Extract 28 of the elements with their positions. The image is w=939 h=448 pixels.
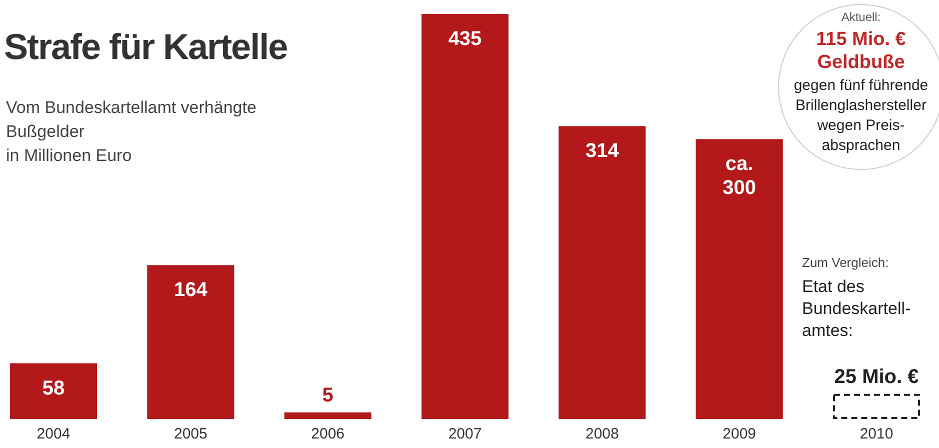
data-label: 164	[174, 279, 208, 302]
annotation: gegen fünf führende Brillenglashersteller wegen Preis- absprachen	[792, 76, 930, 156]
annotation: 115 Mio. € Geldbuße	[815, 28, 907, 74]
annotation: Zum Vergleich:	[802, 255, 889, 270]
data-label: 5	[322, 384, 334, 406]
bar	[10, 363, 98, 419]
data-label: 58	[42, 377, 65, 400]
bar	[284, 412, 372, 419]
x-tick-label: 2010	[860, 426, 894, 442]
data-label: 314	[585, 140, 620, 162]
x-tick-label: 2004	[36, 426, 70, 442]
data-label: 435	[448, 28, 482, 50]
chart-title: Strafe für Kartelle	[4, 26, 288, 68]
bar	[421, 14, 509, 419]
data-label: 25 Mio. €	[834, 366, 919, 388]
x-tick-label: 2007	[448, 426, 482, 442]
x-tick-label: 2009	[722, 426, 756, 442]
bar	[147, 265, 234, 419]
bar	[832, 394, 920, 419]
x-tick-label: 2005	[174, 426, 208, 442]
annotation: Etat des Bundeskartell- amtes:	[802, 276, 911, 342]
x-tick-label: 2006	[311, 426, 345, 442]
x-tick-label: 2008	[585, 426, 619, 442]
text: Vom Bundeskartellamt verhängte Bußgelder in Millionen Euro	[6, 97, 256, 167]
data-label: ca. 300	[722, 153, 756, 200]
bar	[696, 139, 783, 419]
annotation: Aktuell:	[840, 10, 882, 24]
bar	[558, 126, 646, 419]
